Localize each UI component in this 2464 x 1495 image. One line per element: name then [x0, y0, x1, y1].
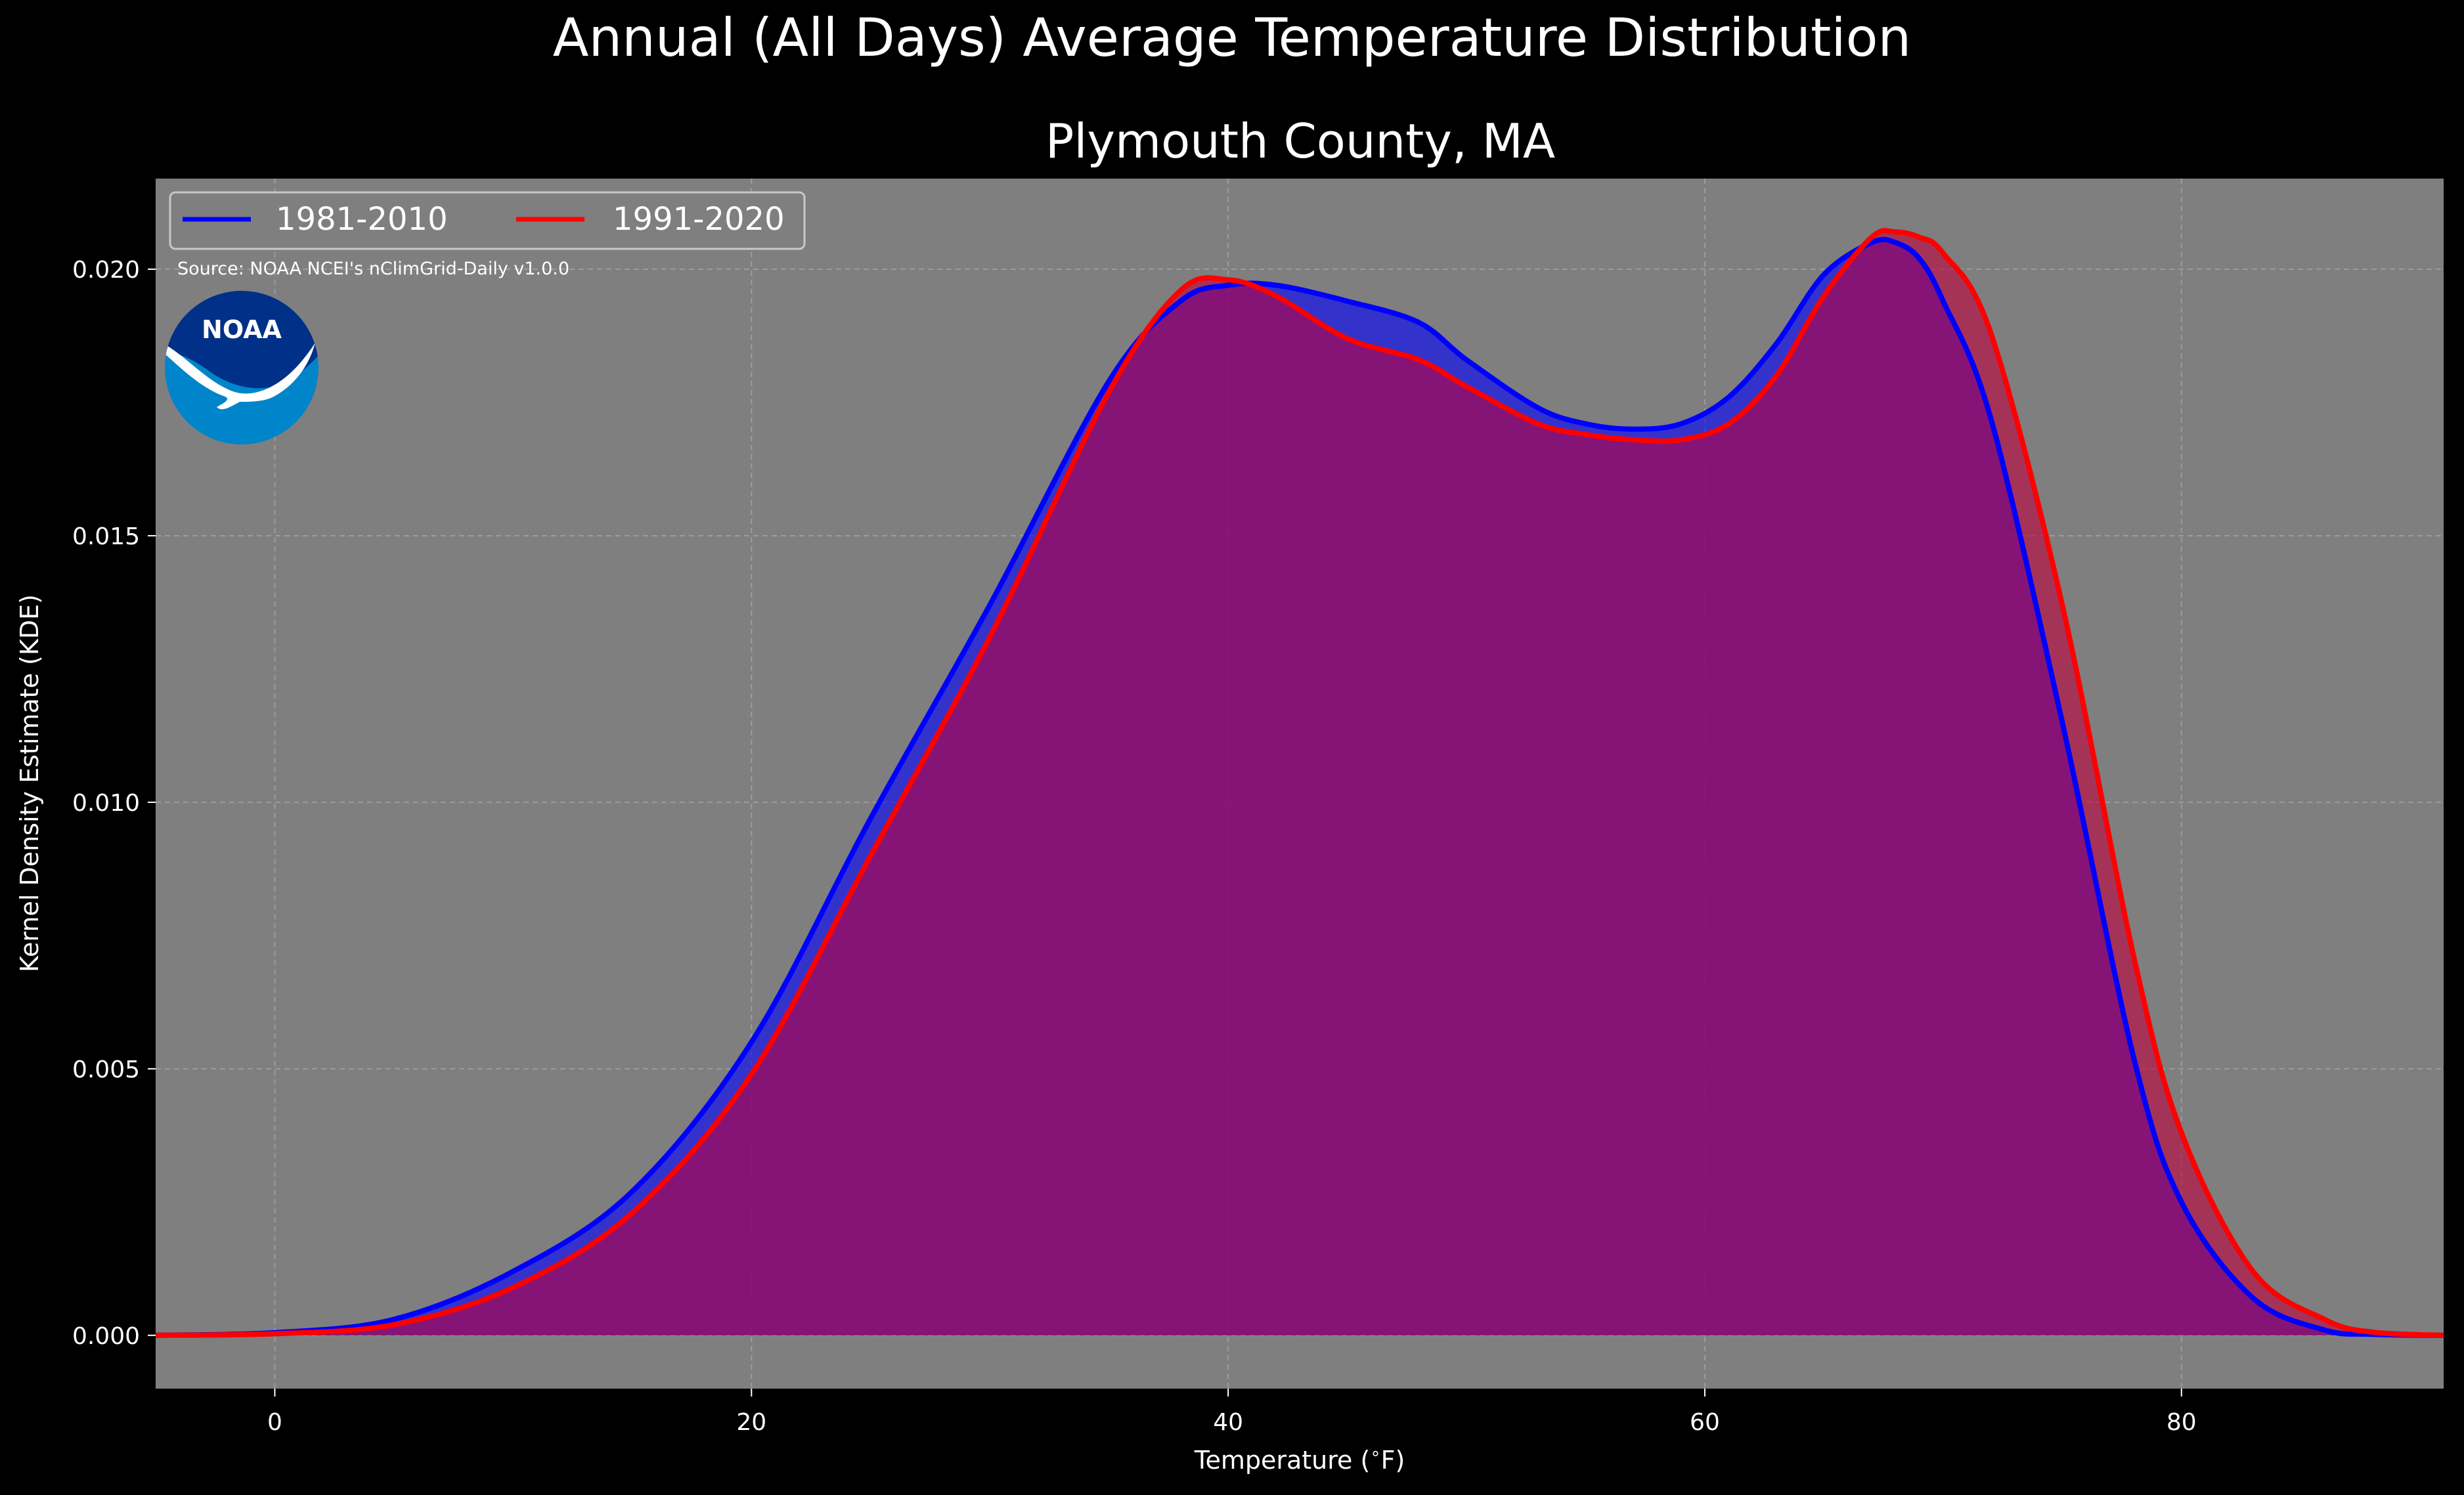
noaa-logo-text: NOAA	[202, 315, 282, 344]
series-areas	[156, 230, 2444, 1335]
chart-subtitle: Plymouth County, MA	[1045, 114, 1555, 169]
x-tick-label: 60	[1690, 1409, 1720, 1436]
series-lines	[155, 228, 2444, 1338]
chart-title: Annual (All Days) Average Temperature Di…	[553, 7, 1911, 68]
x-tick-label: 0	[267, 1409, 282, 1436]
y-tick-label: 0.015	[72, 523, 140, 550]
area-1991-2020	[156, 230, 2444, 1335]
x-tick-label: 40	[1213, 1409, 1243, 1436]
x-tick-label: 80	[2167, 1409, 2197, 1436]
legend: 1981-2010 1991-2020	[169, 191, 806, 250]
x-axis-ticks: 0 20 40 60 80	[267, 1389, 2197, 1436]
y-tick-label: 0.000	[72, 1323, 140, 1350]
legend-box	[169, 191, 806, 250]
legend-label-1981-2010: 1981-2010	[276, 201, 448, 238]
source-note: Source: NOAA NCEI's nClimGrid-Daily v1.0…	[177, 259, 569, 279]
y-axis-label: Kernel Density Estimate (KDE)	[15, 594, 44, 972]
y-tick-label: 0.010	[72, 790, 140, 817]
x-axis-label: Temperature (∘F)	[1194, 1444, 1405, 1475]
line-1991-2020	[155, 228, 2444, 1338]
y-tick-label: 0.005	[72, 1056, 140, 1083]
noaa-logo: NOAA	[165, 291, 319, 444]
x-tick-label: 20	[736, 1409, 766, 1436]
y-tick-label: 0.020	[72, 257, 140, 284]
line-1981-2010	[155, 236, 2444, 1338]
legend-label-1991-2020: 1991-2020	[613, 201, 785, 238]
y-axis-ticks: 0.000 0.005 0.010 0.015 0.020	[72, 257, 156, 1350]
